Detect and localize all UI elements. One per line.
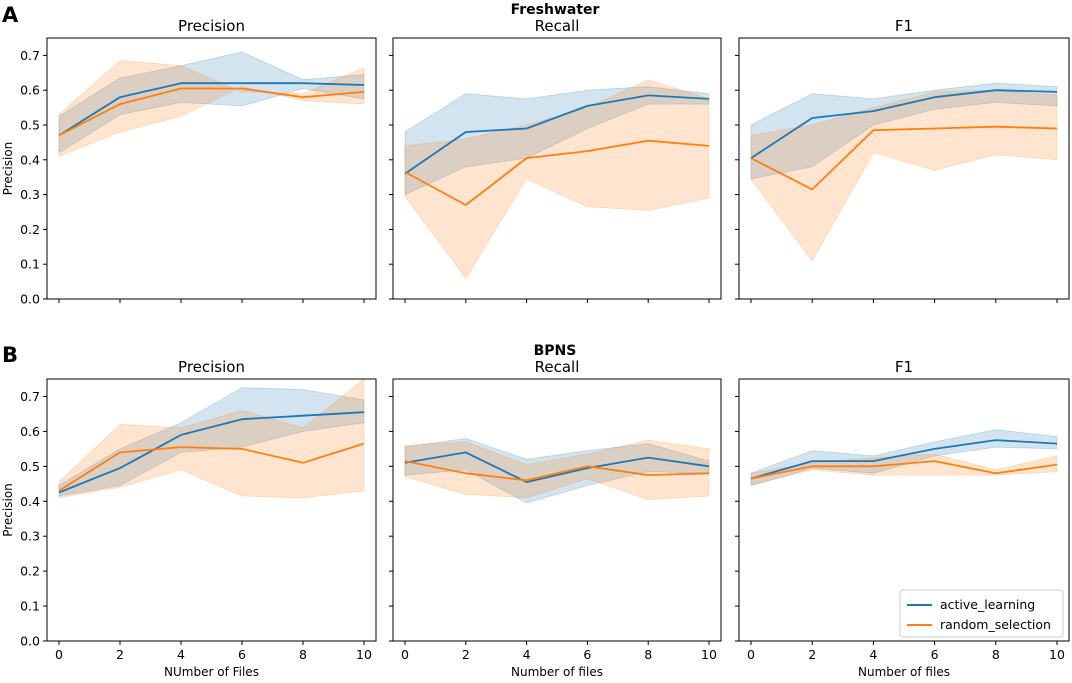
line-active-learning-bpns-precision xyxy=(58,411,365,494)
line-random-selection-bpns-recall xyxy=(404,460,710,482)
y-tick-label-freshwater-precision: 0.1 xyxy=(20,257,40,272)
line-active-learning-freshwater-f1 xyxy=(750,89,1058,159)
x-tick-label-bpns-recall: 4 xyxy=(523,647,531,662)
band-random-selection-freshwater-precision xyxy=(58,60,365,157)
line-random-selection-bpns-f1 xyxy=(750,460,1058,480)
x-tick-label-bpns-recall: 8 xyxy=(644,647,652,662)
x-tick-label-bpns-recall: 6 xyxy=(583,647,591,662)
y-tick-label-freshwater-precision: 0.3 xyxy=(20,187,40,202)
band-random-selection-freshwater-f1 xyxy=(750,89,1058,262)
y-tick-label-bpns-precision: 0.0 xyxy=(20,634,40,649)
y-tick-label-bpns-precision: 0.3 xyxy=(20,529,40,544)
x-tick-label-bpns-precision: 10 xyxy=(356,647,372,662)
x-axis-label-bpns-precision: NUmber of Files xyxy=(164,665,259,679)
y-tick-label-bpns-precision: 0.1 xyxy=(20,599,40,614)
x-tick-label-bpns-recall: 0 xyxy=(401,647,409,662)
y-tick-label-freshwater-precision: 0.6 xyxy=(20,83,40,98)
x-axis-label-bpns-recall: Number of files xyxy=(511,665,603,679)
y-tick-label-freshwater-precision: 0.2 xyxy=(20,222,40,237)
band-active-learning-bpns-precision xyxy=(58,387,365,497)
line-active-learning-bpns-recall xyxy=(404,451,710,484)
y-tick-label-bpns-precision: 0.2 xyxy=(20,564,40,579)
x-tick-label-bpns-recall: 2 xyxy=(462,647,470,662)
x-tick-label-bpns-f1: 10 xyxy=(1049,647,1065,662)
subplot-bpns-f1: F1 0 2 4 6 8 10 Number of files xyxy=(735,358,1070,679)
figure-annotations: A Freshwater B BPNS xyxy=(2,2,600,367)
band-random-selection-bpns-precision xyxy=(58,378,365,499)
band-active-learning-freshwater-precision xyxy=(58,51,365,154)
y-axis-label-bpns-precision: Precision xyxy=(1,483,15,537)
subplot-freshwater-recall: Recall xyxy=(389,17,722,303)
subplot-freshwater-precision: Precision 0.0 0.1 0.2 0.3 0.4 0.5 0.6 0.7 Precisi… xyxy=(1,17,377,307)
plot-frame-bpns-f1 xyxy=(738,378,1070,642)
x-tick-label-bpns-f1: 6 xyxy=(931,647,939,662)
row-title-bpns: BPNS xyxy=(534,343,577,359)
line-active-learning-freshwater-recall xyxy=(404,94,710,175)
x-tick-label-bpns-precision: 8 xyxy=(299,647,307,662)
x-tick-label-bpns-f1: 2 xyxy=(808,647,816,662)
line-random-selection-freshwater-precision xyxy=(58,87,365,137)
x-tick-label-bpns-precision: 6 xyxy=(238,647,246,662)
subplot-title-freshwater-f1: F1 xyxy=(895,17,913,35)
row-title-freshwater: Freshwater xyxy=(511,2,600,18)
panel-letter-a: A xyxy=(2,3,19,27)
plot-frame-bpns-precision xyxy=(46,378,377,642)
subplot-bpns-recall: Recall 0 2 4 6 8 10 Number of files xyxy=(389,358,722,679)
subplot-title-freshwater-recall: Recall xyxy=(535,17,580,35)
x-tick-label-bpns-f1: 4 xyxy=(869,647,877,662)
plot-frame-freshwater-precision xyxy=(46,37,377,300)
band-active-learning-freshwater-f1 xyxy=(750,82,1058,180)
line-random-selection-freshwater-recall xyxy=(404,139,710,206)
band-random-selection-freshwater-recall xyxy=(404,79,710,279)
subplot-title-bpns-f1: F1 xyxy=(895,358,913,376)
y-tick-label-bpns-precision: 0.5 xyxy=(20,459,40,474)
y-axis-label-freshwater-precision: Precision xyxy=(1,142,15,196)
y-tick-label-freshwater-precision: 0.0 xyxy=(20,292,40,307)
legend-label-random-selection: random_selection xyxy=(940,617,1051,632)
line-active-learning-freshwater-precision xyxy=(58,82,365,137)
y-tick-label-freshwater-precision: 0.4 xyxy=(20,152,40,167)
plot-frame-freshwater-f1 xyxy=(738,37,1070,300)
subplot-title-bpns-recall: Recall xyxy=(535,358,580,376)
legend-box xyxy=(899,589,1064,638)
legend-label-active-learning: active_learning xyxy=(940,597,1035,612)
x-tick-label-bpns-precision: 4 xyxy=(177,647,185,662)
band-active-learning-bpns-f1 xyxy=(750,429,1058,487)
plot-frame-bpns-recall xyxy=(392,378,722,642)
panel-letter-b: B xyxy=(2,343,18,367)
x-tick-label-bpns-recall: 10 xyxy=(701,647,717,662)
subplot-grid: Precision0.00.10.20.30.40.50.60.7Precisi… xyxy=(1,17,1070,679)
x-tick-label-bpns-f1: 0 xyxy=(747,647,755,662)
y-tick-label-bpns-precision: 0.7 xyxy=(20,389,40,404)
subplot-freshwater-f1: F1 xyxy=(735,17,1070,303)
legend: active_learning random_selection xyxy=(899,589,1064,638)
x-tick-label-bpns-f1: 8 xyxy=(992,647,1000,662)
x-tick-label-bpns-precision: 0 xyxy=(55,647,63,662)
y-tick-label-bpns-precision: 0.4 xyxy=(20,494,40,509)
y-tick-label-freshwater-precision: 0.5 xyxy=(20,118,40,133)
x-tick-label-bpns-precision: 2 xyxy=(116,647,124,662)
subplot-bpns-precision: Precision 0.0 0.1 0.2 0.3 0.4 0.5 0.6 0.7 0 2 4 6 8 10… xyxy=(1,358,377,679)
line-random-selection-freshwater-f1 xyxy=(750,125,1058,191)
band-random-selection-bpns-recall xyxy=(404,439,710,500)
y-tick-label-freshwater-precision: 0.7 xyxy=(20,48,40,63)
line-random-selection-bpns-precision xyxy=(58,442,365,492)
x-axis-label-bpns-f1: Number of files xyxy=(858,665,950,679)
plot-frame-freshwater-recall xyxy=(392,37,722,300)
line-active-learning-bpns-f1 xyxy=(750,439,1058,480)
subplot-title-bpns-precision: Precision xyxy=(178,358,245,376)
y-tick-label-bpns-precision: 0.6 xyxy=(20,424,40,439)
subplot-title-freshwater-precision: Precision xyxy=(178,17,245,35)
band-active-learning-freshwater-recall xyxy=(404,86,710,196)
